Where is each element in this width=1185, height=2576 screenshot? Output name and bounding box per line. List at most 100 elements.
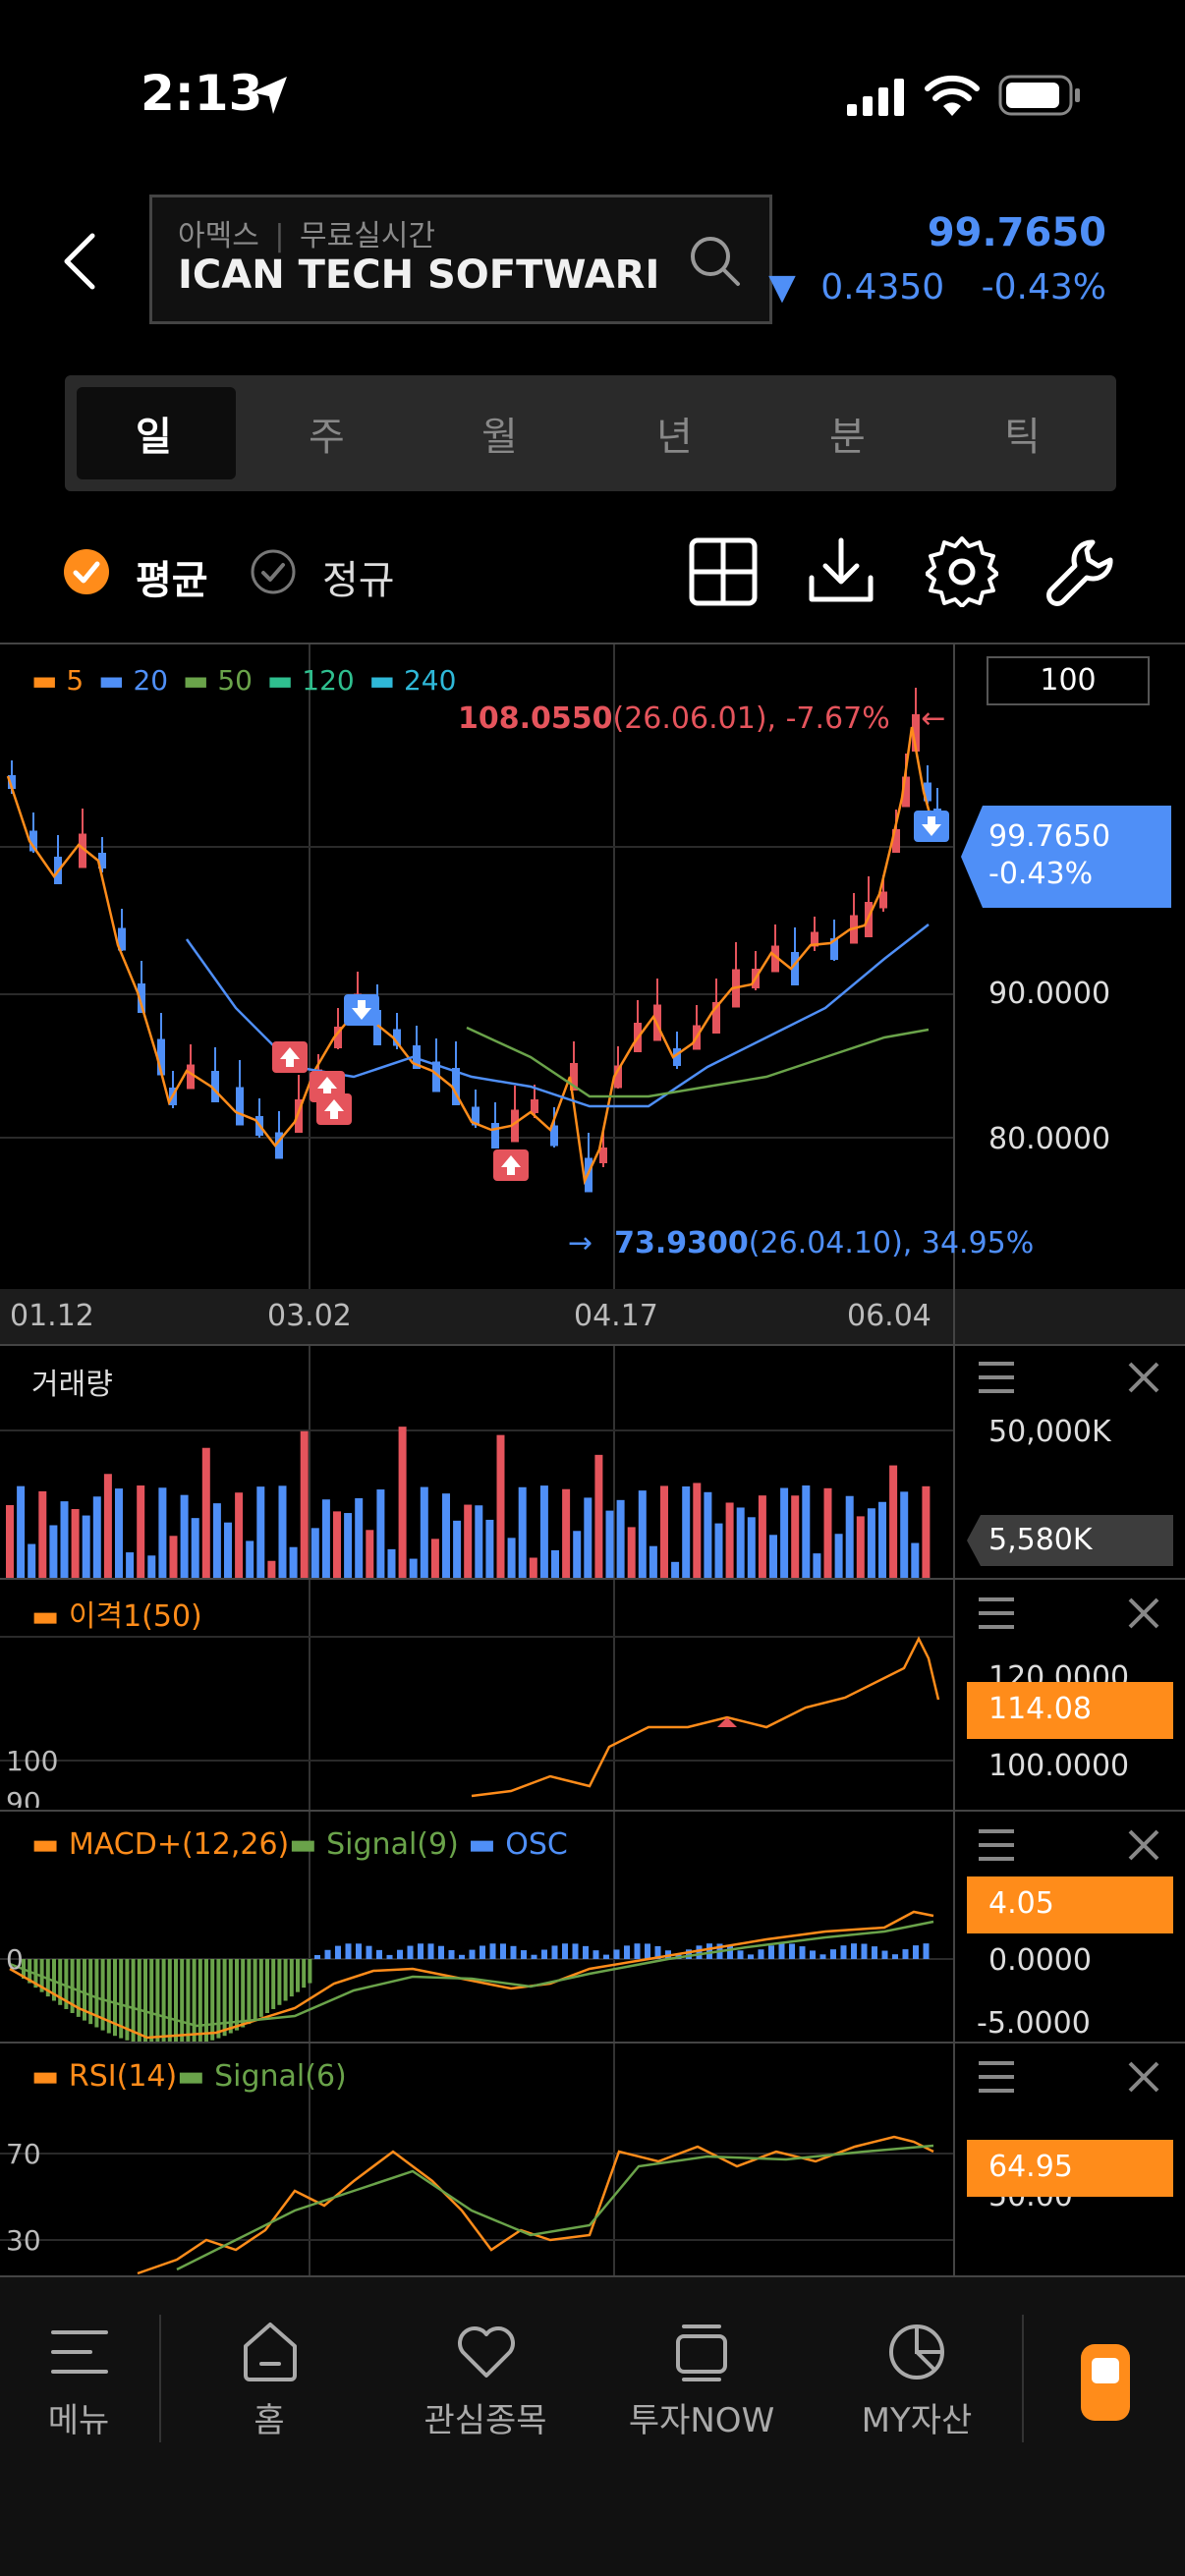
- macd-osc-bar: [308, 1959, 312, 1984]
- date-label-2: 03.02: [267, 1299, 352, 1333]
- battery-icon: [998, 75, 1080, 116]
- avg-label[interactable]: 평균: [136, 558, 208, 603]
- volume-bar: [867, 1508, 875, 1578]
- macd-osc-bar: [872, 1946, 877, 1959]
- macd-osc-bar: [551, 1945, 558, 1959]
- low-detail: (26.04.10), 34.95%: [748, 1226, 1035, 1260]
- volume-menu-icon[interactable]: [977, 1360, 1016, 1395]
- macd-osc-bar: [603, 1954, 609, 1959]
- search-icon[interactable]: [687, 233, 744, 290]
- search-box[interactable]: 아멕스 | 무료실시간 ICAN TECH SOFTWARI: [149, 195, 772, 324]
- rsi-chart: [0, 2044, 953, 2275]
- macd-osc-bar: [192, 1959, 197, 2042]
- price-candle: [393, 1029, 401, 1046]
- volume-bar: [878, 1501, 886, 1578]
- macd-osc-bar: [247, 1959, 252, 2025]
- macd-osc-bar: [180, 1959, 185, 2042]
- macd-line: [9, 1910, 934, 2040]
- normal-label[interactable]: 정규: [322, 558, 395, 603]
- macd-osc-bar: [137, 1959, 141, 2042]
- volume-bar: [321, 1499, 330, 1578]
- macd-close-icon[interactable]: [1126, 1827, 1161, 1863]
- price-candle: [211, 1071, 219, 1102]
- volume-bar: [82, 1515, 90, 1578]
- macd-osc-bar: [289, 1959, 294, 1997]
- nav-item-menu[interactable]: 메뉴: [20, 2309, 138, 2456]
- rsi-legend: ▬ RSI(14)▬ Signal(6): [31, 2059, 347, 2094]
- price-candle: [472, 1106, 480, 1126]
- volume-bar: [845, 1495, 854, 1578]
- volume-bar: [201, 1447, 210, 1578]
- search-input[interactable]: ICAN TECH SOFTWARI: [178, 252, 660, 298]
- macd-osc-bar: [881, 1950, 888, 1959]
- macd-axis-neg: -5.0000: [977, 2006, 1091, 2041]
- rsi-left-70: 70: [6, 2138, 41, 2170]
- tab-minute[interactable]: 분: [829, 415, 866, 460]
- count-box[interactable]: 100: [987, 656, 1150, 705]
- price-candle: [511, 1109, 519, 1143]
- location-arrow-icon: [252, 77, 287, 114]
- search-caption-feed: 무료실시간: [300, 219, 436, 253]
- macd-osc-bar: [613, 1949, 620, 1959]
- volume-close-icon[interactable]: [1126, 1360, 1161, 1395]
- grid-layout-icon[interactable]: [688, 536, 759, 607]
- macd-osc-bar: [198, 1959, 202, 2042]
- tab-year[interactable]: 년: [656, 415, 693, 460]
- macd-osc-bar: [366, 1945, 372, 1959]
- quick-app-button[interactable]: [1081, 2344, 1130, 2421]
- tab-week[interactable]: 주: [309, 415, 345, 460]
- volume-bar: [496, 1434, 505, 1578]
- signal-up-arrow-icon: [501, 1155, 521, 1175]
- macd-osc-bar: [125, 1959, 130, 2041]
- rsi-menu-icon[interactable]: [977, 2059, 1016, 2095]
- volume-bar: [780, 1487, 789, 1578]
- download-icon[interactable]: [806, 534, 876, 605]
- chart-area[interactable]: [0, 644, 953, 1289]
- volume-bar: [115, 1488, 123, 1578]
- nav-item-invest-now[interactable]: 투자NOW: [613, 2309, 790, 2456]
- nav-divider-right: [1022, 2315, 1024, 2442]
- normal-checkbox-icon[interactable]: [250, 548, 297, 595]
- macd-osc-bar: [913, 1945, 919, 1959]
- volume-bar: [38, 1490, 47, 1578]
- volume-bar: [911, 1542, 920, 1578]
- macd-osc-bar: [174, 1959, 178, 2042]
- volume-bar: [344, 1513, 353, 1578]
- nav-label-home: 홈: [254, 2401, 285, 2440]
- tab-day[interactable]: 일: [136, 415, 172, 460]
- disparity-menu-icon[interactable]: [977, 1596, 1016, 1631]
- nav-item-home[interactable]: 홈: [210, 2309, 328, 2456]
- tab-month[interactable]: 월: [481, 415, 518, 460]
- axis-label-80: 80.0000: [988, 1122, 1111, 1156]
- nav-divider-left: [159, 2315, 161, 2442]
- macd-osc-bar: [686, 1949, 692, 1959]
- nav-item-watchlist[interactable]: 관심종목: [399, 2309, 572, 2456]
- macd-osc-bar: [572, 1943, 579, 1959]
- volume-bar: [6, 1505, 14, 1578]
- rsi-close-icon[interactable]: [1126, 2059, 1161, 2095]
- back-chevron-icon[interactable]: [61, 232, 100, 291]
- tab-tick[interactable]: 틱: [1004, 415, 1041, 460]
- panel-border: [0, 1344, 1185, 1346]
- volume-bar: [660, 1485, 668, 1578]
- volume-bar: [310, 1528, 319, 1578]
- volume-bar: [430, 1539, 439, 1578]
- price-candle: [673, 1048, 681, 1066]
- price-candle: [8, 775, 16, 789]
- nav-item-my-assets[interactable]: MY자산: [833, 2309, 1000, 2456]
- volume-bar: [813, 1553, 821, 1578]
- volume-bar: [539, 1485, 548, 1578]
- macd-osc-bar: [654, 1945, 661, 1959]
- price-candle: [811, 931, 818, 947]
- macd-menu-icon[interactable]: [977, 1827, 1016, 1863]
- macd-osc-bar: [335, 1945, 341, 1959]
- count-value: 100: [1040, 663, 1097, 698]
- gear-icon[interactable]: [926, 534, 998, 607]
- volume-bar: [856, 1516, 865, 1578]
- disparity-close-icon[interactable]: [1126, 1596, 1161, 1631]
- low-value: 73.9300: [614, 1226, 749, 1260]
- wrench-icon[interactable]: [1045, 536, 1116, 607]
- avg-checkbox-checked-icon[interactable]: [63, 548, 110, 595]
- price-candle: [334, 1027, 342, 1048]
- macd-osc-bar: [645, 1943, 650, 1959]
